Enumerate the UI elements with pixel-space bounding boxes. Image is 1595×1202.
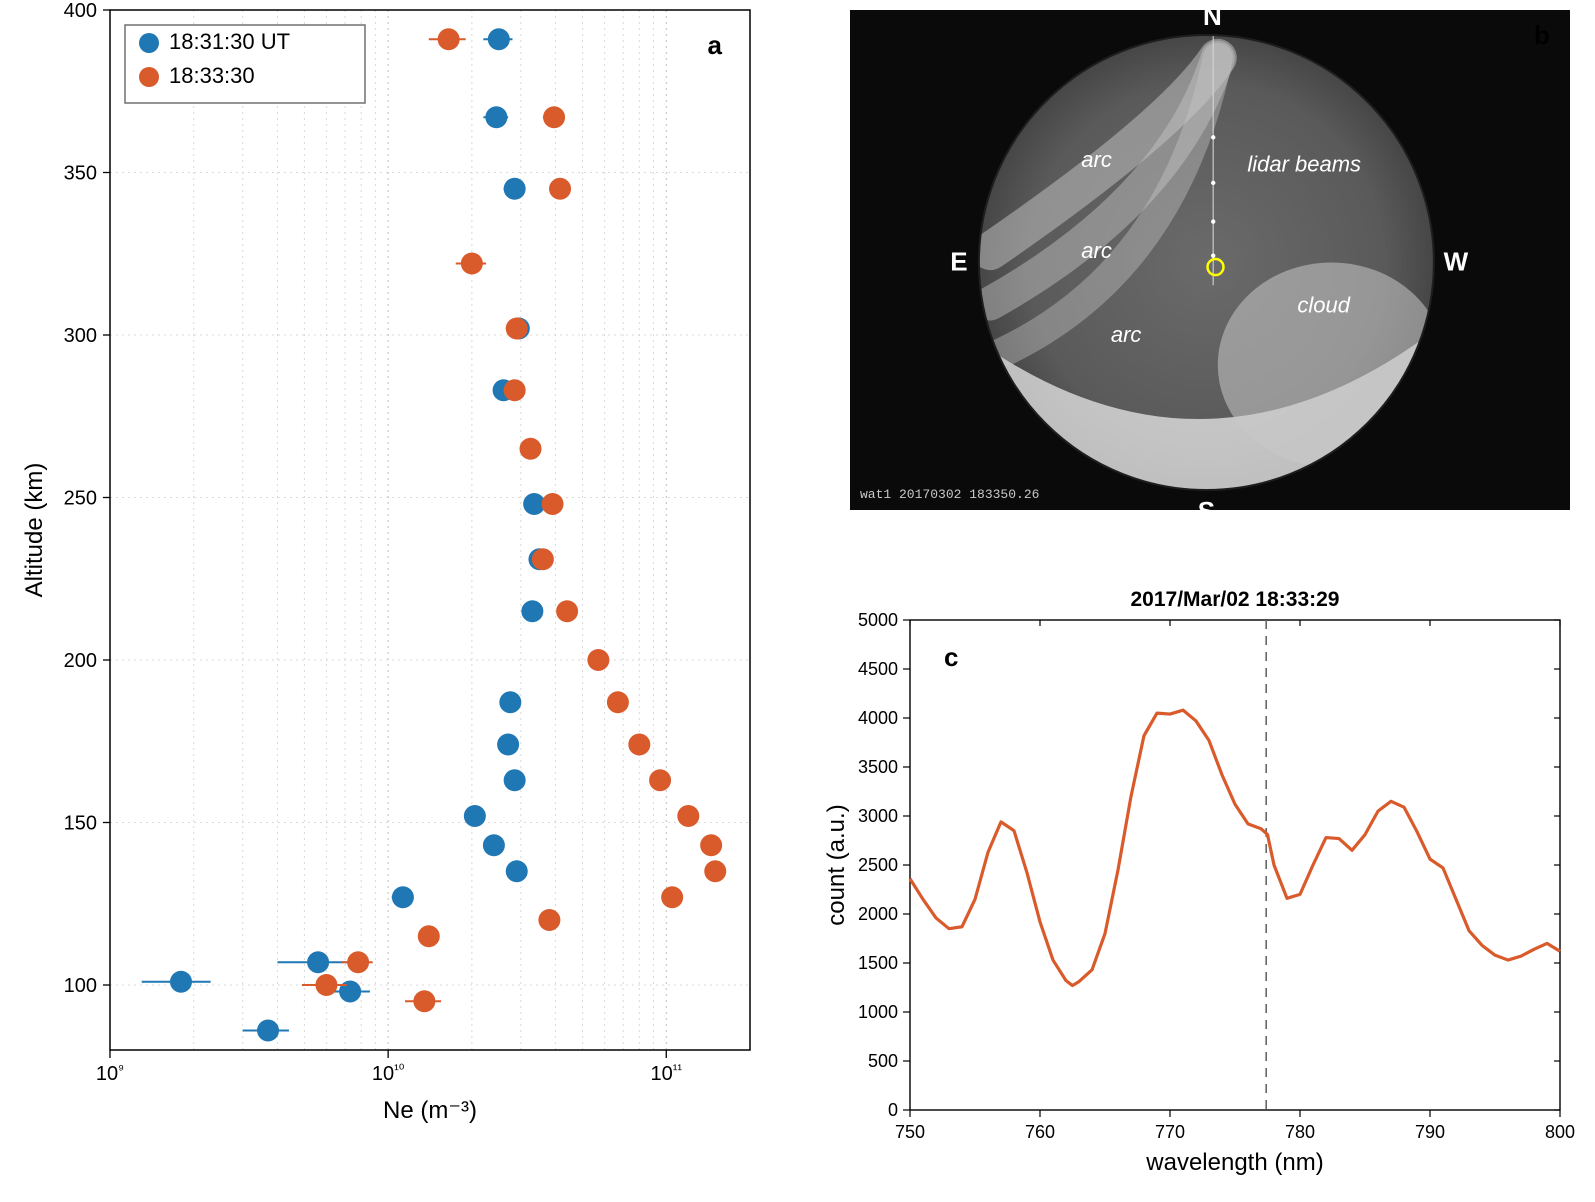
svg-text:W: W xyxy=(1444,247,1469,277)
svg-text:S: S xyxy=(1198,496,1215,510)
panel-b-allsky-image: N S E Warc arc arc lidar beams cloud b wat1 20170… xyxy=(850,10,1570,510)
svg-text:4500: 4500 xyxy=(858,659,898,679)
svg-text:a: a xyxy=(708,30,723,60)
svg-text:lidar beams: lidar beams xyxy=(1247,152,1361,177)
svg-text:100: 100 xyxy=(64,975,97,997)
svg-text:2000: 2000 xyxy=(858,904,898,924)
svg-text:cloud: cloud xyxy=(1297,293,1350,318)
svg-text:250: 250 xyxy=(64,488,97,510)
svg-text:b: b xyxy=(1534,20,1550,50)
svg-text:arc: arc xyxy=(1081,238,1112,263)
legend-item-label: 18:33:30 xyxy=(169,63,255,88)
svg-text:c: c xyxy=(944,642,958,672)
svg-text:Altitude (km): Altitude (km) xyxy=(21,463,48,598)
svg-text:2500: 2500 xyxy=(858,855,898,875)
svg-text:arc: arc xyxy=(1081,147,1112,172)
svg-text:Ne (m⁻³): Ne (m⁻³) xyxy=(383,1097,477,1124)
svg-text:0: 0 xyxy=(888,1100,898,1120)
panel-c-spectrum: 2017/Mar/02 18:33:29 750 760 770 780 790 800 0 5… xyxy=(810,580,1595,1180)
svg-text:780: 780 xyxy=(1285,1122,1315,1142)
panel-c-title: 2017/Mar/02 18:33:29 xyxy=(1131,588,1340,611)
svg-text:wat1 20170302 183350.26: wat1 20170302 183350.26 xyxy=(860,487,1039,502)
legend-item-label: 18:31:30 UT xyxy=(169,29,290,54)
svg-text:wavelength (nm): wavelength (nm) xyxy=(1145,1149,1323,1176)
svg-text:1500: 1500 xyxy=(858,953,898,973)
svg-text:3500: 3500 xyxy=(858,757,898,777)
svg-text:10¹¹: 10¹¹ xyxy=(650,1061,682,1085)
svg-text:10⁹: 10⁹ xyxy=(96,1061,124,1085)
spectrum-line xyxy=(910,710,1560,985)
svg-text:790: 790 xyxy=(1415,1122,1445,1142)
svg-text:500: 500 xyxy=(868,1051,898,1071)
svg-text:150: 150 xyxy=(64,813,97,835)
svg-text:arc: arc xyxy=(1111,322,1142,347)
svg-text:350: 350 xyxy=(64,163,97,185)
svg-text:5000: 5000 xyxy=(858,610,898,630)
svg-text:E: E xyxy=(950,247,967,277)
svg-text:4000: 4000 xyxy=(858,708,898,728)
panel-a-scatter: 100 150 200 250 300 350 400 10⁹ 10¹⁰ 10¹¹ Ne (m⁻³)… xyxy=(10,0,790,1160)
svg-text:400: 400 xyxy=(64,0,97,22)
svg-text:750: 750 xyxy=(895,1122,925,1142)
svg-text:200: 200 xyxy=(64,650,97,672)
svg-text:N: N xyxy=(1203,10,1222,31)
svg-text:800: 800 xyxy=(1545,1122,1575,1142)
svg-text:count (a.u.): count (a.u.) xyxy=(823,804,850,925)
svg-text:300: 300 xyxy=(64,325,97,347)
svg-text:10¹⁰: 10¹⁰ xyxy=(372,1061,405,1085)
svg-text:3000: 3000 xyxy=(858,806,898,826)
svg-text:760: 760 xyxy=(1025,1122,1055,1142)
svg-text:1000: 1000 xyxy=(858,1002,898,1022)
svg-text:770: 770 xyxy=(1155,1122,1185,1142)
